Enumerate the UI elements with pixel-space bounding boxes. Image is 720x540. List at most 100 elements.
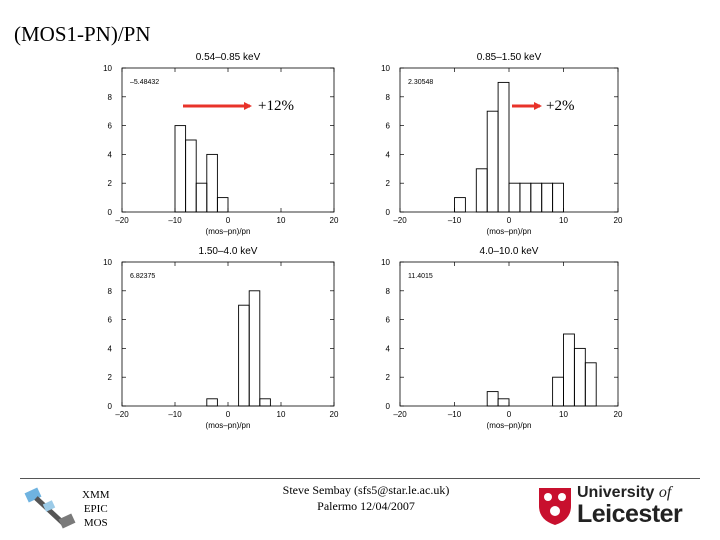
y-tick-label: 10 — [103, 258, 112, 267]
x-tick-label: 0 — [226, 410, 231, 419]
y-tick-label: 2 — [386, 373, 391, 382]
y-tick-label: 0 — [386, 208, 391, 217]
logo-leicester: Leicester — [577, 500, 683, 528]
histogram-bar — [508, 182, 521, 213]
x-tick-label: 20 — [330, 216, 339, 225]
x-axis-label: (mos–pn)/pn — [487, 227, 532, 236]
x-tick-label: 20 — [614, 216, 623, 225]
x-axis-label: (mos–pn)/pn — [206, 227, 251, 236]
instrument-label: XMM EPIC MOS — [82, 488, 110, 530]
histogram-bar — [259, 398, 271, 407]
panel-title: 4.0–10.0 keV — [480, 246, 539, 257]
stat-label: –5.48432 — [130, 79, 159, 86]
y-tick-label: 4 — [386, 150, 391, 159]
x-tick-label: –20 — [393, 216, 407, 225]
histogram-bar — [206, 398, 218, 407]
x-tick-label: –10 — [168, 410, 182, 419]
footer-divider — [20, 478, 700, 479]
logo-word-of: of — [658, 484, 672, 501]
annotation-label: +2% — [546, 98, 574, 114]
histogram-panel-1: –20 –10 0 10 20 0 2 4 6 8 10 0.54–0.85 keV (mos–pn)/… — [103, 52, 339, 236]
x-tick-label: 10 — [559, 410, 568, 419]
y-tick-label: 4 — [108, 150, 113, 159]
university-logo: University of Leicester — [537, 484, 707, 528]
histogram-bar — [552, 182, 564, 213]
histogram-bar — [497, 81, 510, 213]
histogram-bar — [195, 182, 208, 213]
instrument-line-1: XMM — [82, 489, 110, 501]
y-tick-label: 4 — [386, 344, 391, 353]
x-tick-label: 10 — [559, 216, 568, 225]
histogram-bar — [238, 304, 250, 407]
venue-line: Palermo 12/04/2007 — [317, 499, 415, 513]
histogram-bar — [248, 290, 261, 407]
y-tick-label: 4 — [108, 344, 113, 353]
y-tick-label: 6 — [386, 122, 391, 131]
histogram-bar — [216, 197, 229, 213]
histogram-bar — [206, 153, 218, 213]
plot-frame — [121, 67, 335, 213]
histogram-bar — [584, 362, 597, 407]
y-tick-label: 0 — [386, 402, 391, 411]
x-axis-label: (mos–pn)/pn — [487, 421, 532, 430]
y-tick-label: 8 — [386, 287, 391, 296]
histogram-bar — [185, 139, 197, 213]
histogram-bar — [486, 110, 499, 213]
histogram-bar — [174, 125, 187, 213]
histogram-panel-4: –20 –10 0 10 20 0 2 4 6 8 10 4.0–10.0 keV (mos–pn)/p… — [381, 246, 623, 430]
y-tick-label: 0 — [108, 402, 113, 411]
histogram-bar — [454, 197, 466, 213]
footer-credit: Steve Sembay (sfs5@star.le.ac.uk) Palerm… — [256, 482, 476, 514]
x-tick-label: 0 — [507, 216, 512, 225]
y-tick-label: 8 — [108, 93, 113, 102]
histogram-bar — [486, 391, 499, 407]
histogram-bar — [475, 168, 488, 213]
x-tick-label: 10 — [277, 410, 286, 419]
plot-frame — [121, 261, 335, 407]
x-tick-label: –20 — [115, 410, 129, 419]
x-tick-label: –10 — [168, 216, 182, 225]
instrument-line-2: EPIC — [83, 503, 108, 515]
x-tick-label: 20 — [330, 410, 339, 419]
x-tick-label: –20 — [115, 216, 129, 225]
y-tick-label: 2 — [108, 373, 113, 382]
stat-label: 6.82375 — [130, 273, 155, 280]
histogram-bar — [530, 182, 543, 213]
university-crest-icon — [539, 488, 571, 525]
x-axis-label: (mos–pn)/pn — [206, 421, 251, 430]
logo-word-university: University — [577, 484, 655, 501]
panel-title: 0.85–1.50 keV — [477, 52, 542, 63]
xmm-satellite-icon — [24, 487, 76, 529]
histogram-bar — [519, 182, 532, 213]
histogram-panel-3: –20 –10 0 10 20 0 2 4 6 8 10 1.50–4.0 keV (mos–pn)/p… — [103, 246, 339, 430]
y-tick-label: 2 — [386, 179, 391, 188]
histogram-bar — [552, 376, 564, 407]
histogram-bar — [541, 182, 554, 213]
x-tick-label: –20 — [393, 410, 407, 419]
histogram-panel-2: –20 –10 0 10 20 0 2 4 6 8 10 0.85–1.50 keV (mos–pn)/… — [381, 52, 623, 236]
y-tick-label: 6 — [108, 122, 113, 131]
y-tick-label: 6 — [108, 316, 113, 325]
y-tick-label: 6 — [386, 316, 391, 325]
stat-label: 2.30548 — [408, 79, 433, 86]
logo-university-line: University of — [577, 484, 671, 502]
y-tick-label: 10 — [381, 64, 390, 73]
y-tick-label: 8 — [386, 93, 391, 102]
x-tick-label: 0 — [507, 410, 512, 419]
x-tick-label: –10 — [448, 410, 462, 419]
y-tick-label: 8 — [108, 287, 113, 296]
y-tick-label: 0 — [108, 208, 113, 217]
stat-label: 11.4015 — [408, 273, 433, 280]
histogram-bar — [497, 398, 510, 407]
slide-title: (MOS1-PN)/PN — [14, 22, 151, 46]
y-tick-label: 10 — [103, 64, 112, 73]
instrument-line-3: MOS — [83, 517, 108, 529]
y-tick-label: 10 — [381, 258, 390, 267]
x-tick-label: –10 — [448, 216, 462, 225]
histogram-bar — [563, 333, 575, 407]
x-tick-label: 10 — [277, 216, 286, 225]
panel-title: 0.54–0.85 keV — [196, 52, 261, 63]
annotation-label: +12% — [258, 98, 294, 114]
x-tick-label: 0 — [226, 216, 231, 225]
